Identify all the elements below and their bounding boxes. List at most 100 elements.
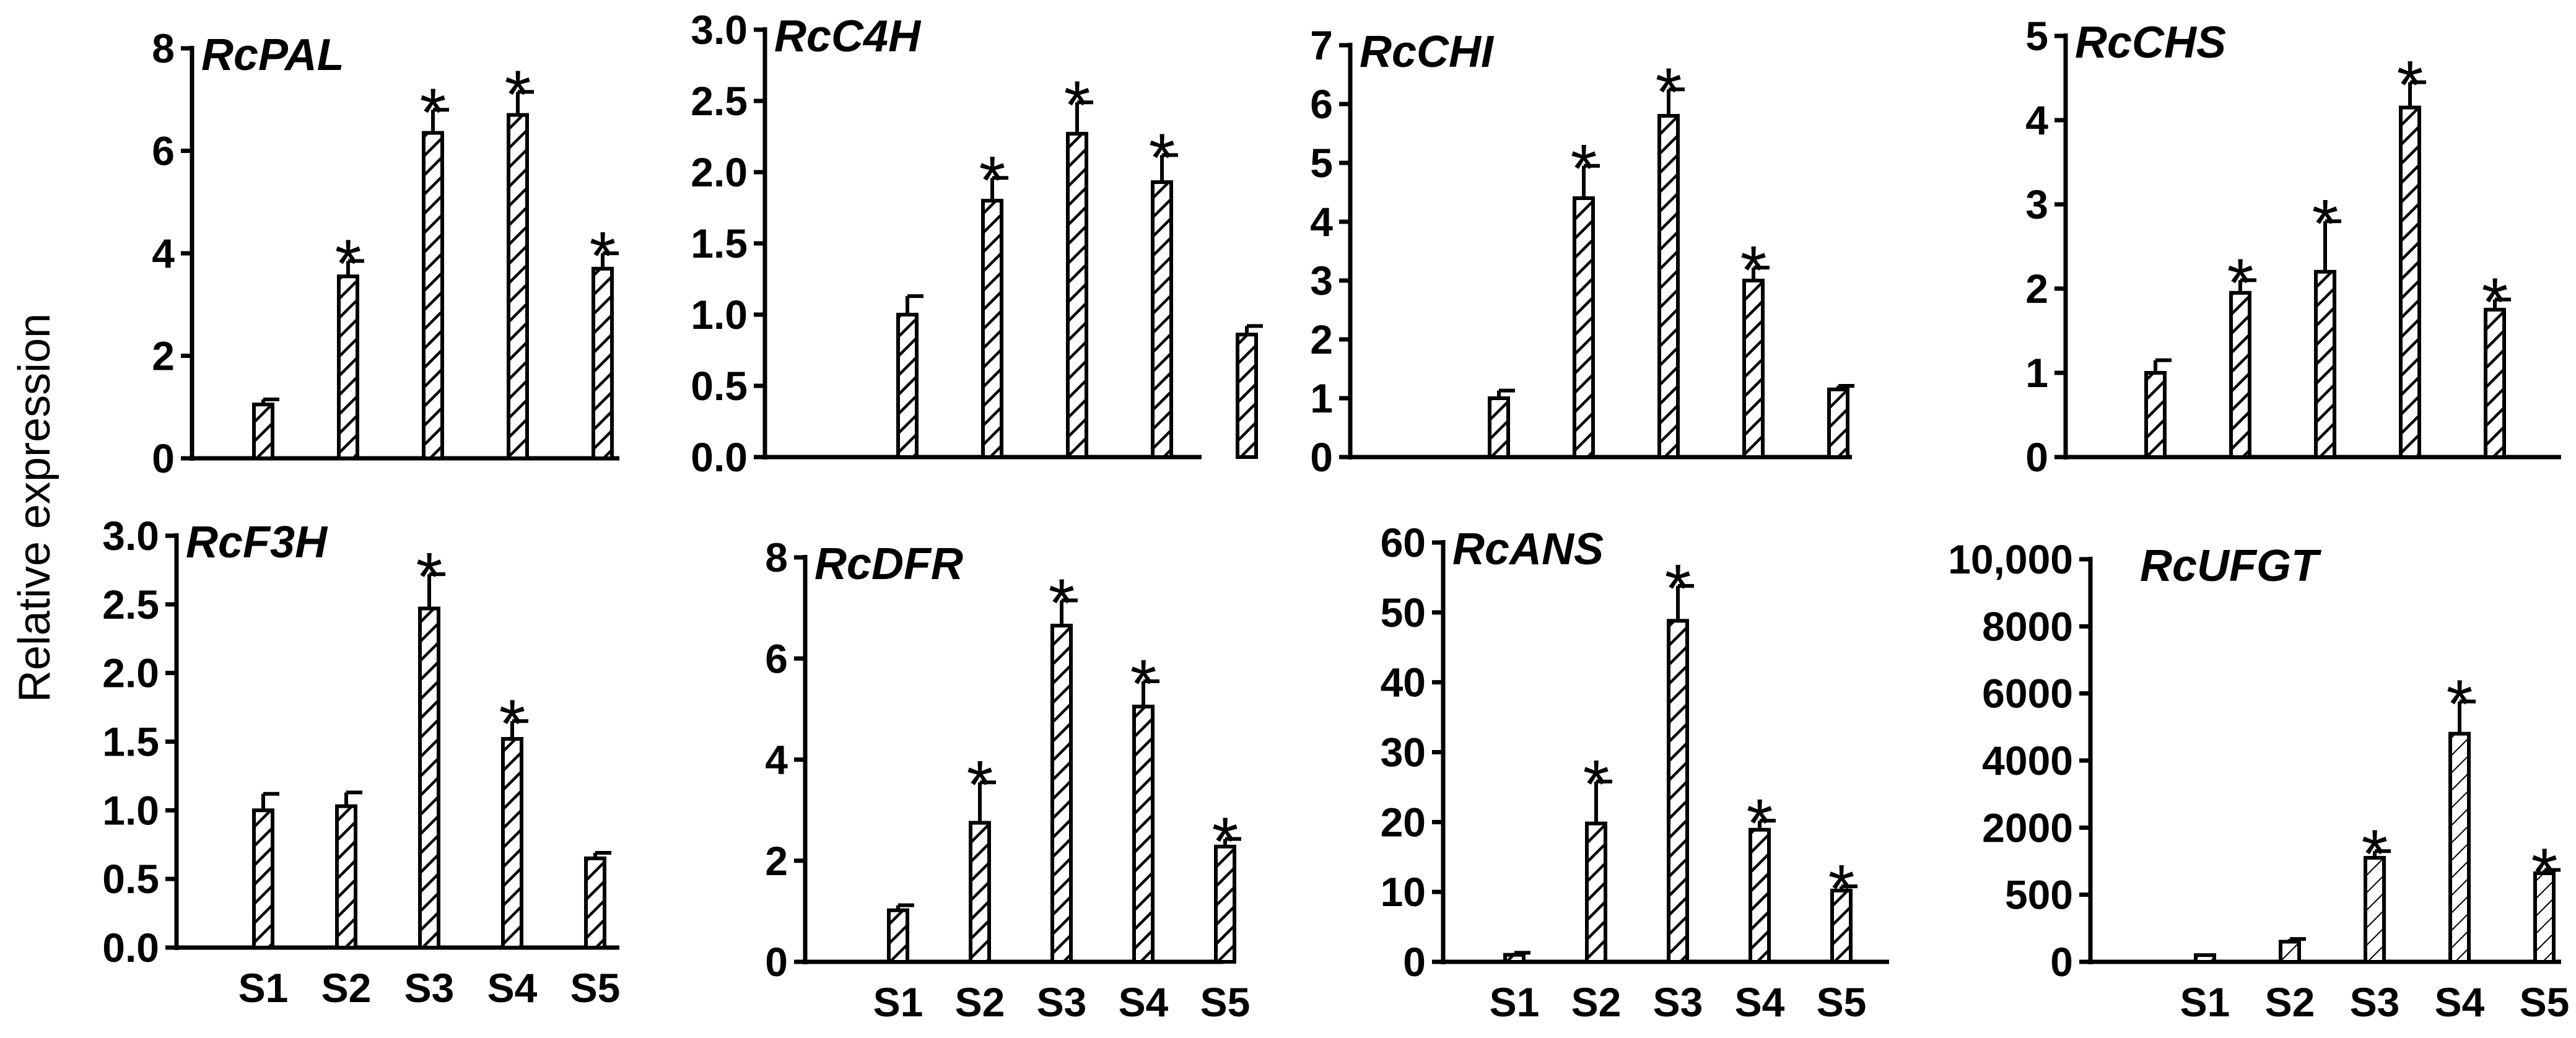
error-bar (427, 572, 445, 609)
y-tick-label: 8 (152, 25, 175, 71)
panel-title: RcCHI (1360, 27, 1495, 77)
y-tick-label: 0 (1403, 939, 1426, 985)
bar (1573, 196, 1595, 459)
y-tick-label: 1 (1310, 375, 1333, 421)
y-tick-label: 8 (765, 534, 788, 580)
y-tick-label: 3 (2025, 181, 2048, 227)
error-bar (1142, 679, 1159, 707)
bar (1488, 396, 1510, 459)
error-bar (261, 397, 279, 405)
chart-panel: 0 2 4 6 8 RcDFR S1 * S2 * S3 * S4 * S5 (765, 534, 1250, 1025)
x-tick-label: S2 (321, 965, 372, 1011)
panel-title: RcF3H (186, 518, 328, 567)
y-tick-label: 2 (1310, 316, 1333, 362)
bar (1214, 844, 1236, 964)
y-tick-label: 0 (152, 435, 175, 481)
y-tick-label: 6000 (1982, 671, 2073, 717)
bar (1503, 953, 1526, 964)
significance-asterisk: * (1583, 746, 1610, 822)
y-tick-label: 6 (765, 635, 788, 681)
y-tick-label: 0.5 (691, 363, 748, 409)
error-bar (1497, 388, 1515, 398)
significance-asterisk: * (1665, 551, 1692, 627)
error-bar (1582, 164, 1600, 198)
bar (584, 856, 606, 949)
significance-asterisk: * (2362, 816, 2388, 892)
y-tick-label: 500 (2005, 872, 2073, 918)
error-bar (2408, 80, 2426, 108)
significance-asterisk: * (499, 686, 526, 762)
x-tick-label: S1 (2180, 979, 2230, 1025)
significance-asterisk: * (335, 225, 362, 302)
y-tick-label: 0.0 (691, 434, 748, 480)
error-bar (2288, 937, 2306, 942)
x-tick-label: S2 (1571, 979, 1622, 1025)
error-bar (344, 790, 362, 806)
x-tick-label: S3 (404, 965, 455, 1011)
bar (2279, 940, 2301, 964)
chart-panel: 0.0 0.5 1.0 1.5 2.0 2.5 3.0 RcC4H * * * (691, 7, 1263, 480)
x-tick-label: S4 (1119, 979, 1169, 1025)
x-tick-label: S1 (238, 965, 289, 1011)
significance-asterisk: * (1740, 232, 1767, 308)
significance-asterisk: * (590, 218, 616, 294)
y-tick-label: 0 (1310, 434, 1333, 480)
y-tick-label: 0.0 (102, 925, 159, 970)
panel-title: RcC4H (774, 12, 922, 61)
y-tick-label: 2.0 (102, 650, 159, 696)
significance-asterisk: * (1064, 67, 1091, 143)
y-tick-label: 20 (1381, 799, 1426, 845)
bar (592, 266, 614, 460)
x-tick-label: S5 (1200, 979, 1251, 1025)
error-bar (1594, 779, 1612, 824)
error-bar (978, 780, 996, 823)
bar (2144, 371, 2167, 459)
significance-asterisk: * (505, 56, 531, 133)
error-bar (1836, 384, 1854, 390)
error-bar (1245, 324, 1263, 335)
y-tick-label: 4 (152, 230, 175, 276)
y-tick-label: 50 (1381, 590, 1426, 635)
y-tick-label: 3 (1310, 258, 1333, 303)
y-tick-label: 3.0 (102, 513, 159, 559)
error-bar (2373, 849, 2391, 858)
bar (2194, 953, 2216, 964)
error-bar (1075, 100, 1093, 134)
y-tick-label: 5 (1310, 140, 1333, 186)
x-tick-label: S4 (2435, 979, 2485, 1025)
error-bar (1513, 951, 1530, 955)
error-bar (1223, 837, 1241, 847)
chart-panel: 0 1 2 3 4 5 6 7 RcCHI * * * (1310, 22, 1854, 480)
y-tick-label: 2 (152, 333, 175, 379)
x-tick-label: S3 (1037, 979, 1087, 1025)
significance-asterisk: * (2312, 186, 2339, 262)
x-tick-label: S3 (1653, 979, 1703, 1025)
panel-title: RcDFR (814, 539, 963, 589)
error-bar (1667, 87, 1685, 116)
bar (887, 908, 909, 964)
error-bar (2154, 358, 2172, 373)
y-tick-label: 0.5 (102, 856, 159, 902)
y-tick-label: 3.0 (691, 7, 748, 53)
y-tick-label: 1.5 (102, 719, 159, 765)
significance-asterisk: * (2227, 245, 2254, 321)
error-bar (2238, 278, 2256, 293)
significance-asterisk: * (1130, 646, 1157, 722)
y-tick-label: 4 (2025, 97, 2048, 143)
x-tick-label: S5 (1817, 979, 1867, 1025)
y-tick-label: 0 (765, 939, 788, 985)
significance-asterisk: * (979, 142, 1006, 219)
y-axis-label: Relative expression (10, 313, 59, 702)
error-bar (906, 294, 923, 315)
y-tick-label: 2000 (1982, 805, 2073, 850)
y-tick-label: 30 (1381, 730, 1426, 775)
error-bar (990, 176, 1008, 201)
bar (969, 821, 991, 964)
x-tick-label: S2 (2265, 979, 2315, 1025)
y-tick-label: 0 (2050, 939, 2073, 985)
error-bar (1060, 598, 1078, 626)
bar (1132, 704, 1155, 964)
significance-asterisk: * (2482, 264, 2508, 341)
significance-asterisk: * (2531, 835, 2558, 911)
